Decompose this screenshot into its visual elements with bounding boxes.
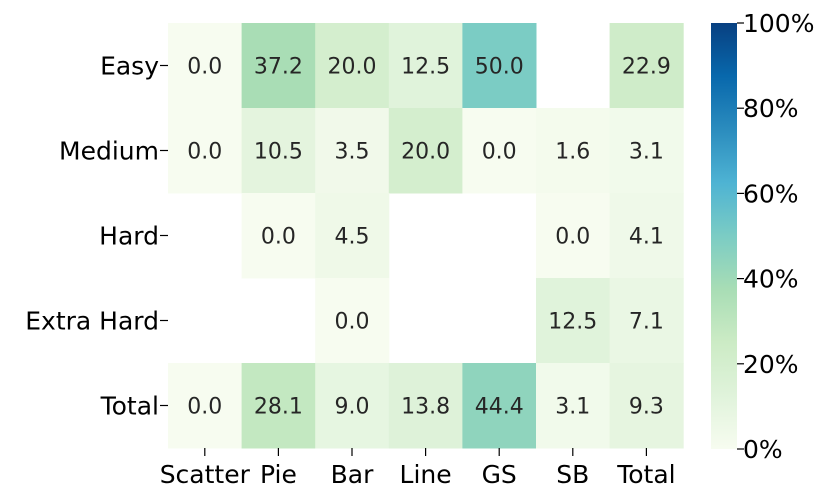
cell-value-label: 4.5 — [335, 225, 370, 250]
cell-value-label: 3.5 — [335, 140, 370, 165]
heatmap-cell — [388, 363, 463, 449]
cell-value-label: 0.0 — [187, 55, 222, 80]
cell-value-label: 9.3 — [629, 395, 664, 420]
x-tick-label: Total — [616, 460, 675, 489]
cell-value-label: 0.0 — [482, 140, 517, 165]
cell-value-label: 50.0 — [475, 55, 524, 80]
heatmap-cell — [609, 108, 684, 194]
heatmap-cell — [241, 363, 316, 449]
heatmap-cells: 0.0 37.2 20.0 12.5 50.0 22.9 0.0 10.5 3.5 20.0 0.0… — [168, 23, 684, 449]
heatmap-cell — [168, 108, 243, 194]
heatmap-cell — [241, 108, 316, 194]
colorbar-gradient — [711, 23, 737, 449]
heatmap-cell — [168, 363, 243, 449]
cell-value-label: 12.5 — [401, 55, 450, 80]
heatmap-cell — [168, 23, 243, 109]
x-tick-label: Scatter — [160, 460, 251, 489]
heatmap-cell — [536, 363, 611, 449]
heatmap-cell — [315, 363, 390, 449]
heatmap-cell — [609, 363, 684, 449]
heatmap-cell — [462, 23, 537, 109]
colorbar-tick-label: 20% — [743, 350, 799, 379]
y-tick-label: Extra Hard — [25, 307, 159, 336]
heatmap-cell — [609, 23, 684, 109]
cell-value-label: 4.1 — [629, 225, 664, 250]
cell-value-label: 0.0 — [555, 225, 590, 250]
y-tick-label: Easy — [100, 52, 159, 81]
y-tick-label: Total — [100, 392, 159, 421]
x-tick-label: SB — [556, 460, 589, 489]
x-tick-label: Line — [400, 460, 452, 489]
heatmap-cell — [536, 108, 611, 194]
cell-value-label: 13.8 — [401, 395, 450, 420]
x-tick-label: Bar — [331, 460, 374, 489]
heatmap-cell — [462, 108, 537, 194]
y-tick-label: Hard — [99, 222, 159, 251]
heatmap-cell — [609, 193, 684, 279]
cell-value-label: 20.0 — [401, 140, 450, 165]
cell-value-label: 0.0 — [187, 395, 222, 420]
heatmap-cell — [388, 23, 463, 109]
colorbar-tick-label: 100% — [743, 9, 814, 38]
cell-value-label: 44.4 — [475, 395, 524, 420]
cell-value-label: 1.6 — [555, 140, 590, 165]
x-tick-label: GS — [482, 460, 517, 489]
cell-value-label: 28.1 — [254, 395, 303, 420]
cell-value-label: 10.5 — [254, 140, 303, 165]
heatmap-cell — [315, 193, 390, 279]
cell-value-label: 3.1 — [555, 395, 590, 420]
y-axis: Easy Medium Hard Extra Hard Total — [25, 52, 168, 421]
heatmap-cell — [462, 363, 537, 449]
cell-value-label: 22.9 — [622, 55, 671, 80]
cell-value-label: 20.0 — [328, 55, 377, 80]
colorbar-tick-label: 40% — [743, 265, 799, 294]
heatmap-cell — [536, 278, 611, 364]
heatmap-cell — [536, 193, 611, 279]
cell-value-label: 7.1 — [629, 310, 664, 335]
colorbar-tick-label: 80% — [743, 94, 799, 123]
heatmap-cell — [241, 193, 316, 279]
cell-value-label: 3.1 — [629, 140, 664, 165]
heatmap-cell — [315, 108, 390, 194]
cell-value-label: 0.0 — [335, 310, 370, 335]
heatmap-cell — [609, 278, 684, 364]
cell-value-label: 12.5 — [548, 310, 597, 335]
colorbar-tick-label: 0% — [743, 435, 783, 464]
y-tick-label: Medium — [59, 137, 159, 166]
x-axis: Scatter Pie Bar Line GS SB Total — [160, 448, 676, 489]
colorbar: 0% 20% 40% 60% 80% 100% — [711, 9, 814, 464]
heatmap-cell — [315, 278, 390, 364]
cell-value-label: 0.0 — [261, 225, 296, 250]
x-tick-label: Pie — [260, 460, 297, 489]
heatmap-cell — [241, 23, 316, 109]
colorbar-tick-label: 60% — [743, 179, 799, 208]
cell-value-label: 0.0 — [187, 140, 222, 165]
heatmap-cell — [388, 108, 463, 194]
heatmap-cell — [315, 23, 390, 109]
cell-value-label: 9.0 — [335, 395, 370, 420]
cell-value-label: 37.2 — [254, 55, 303, 80]
